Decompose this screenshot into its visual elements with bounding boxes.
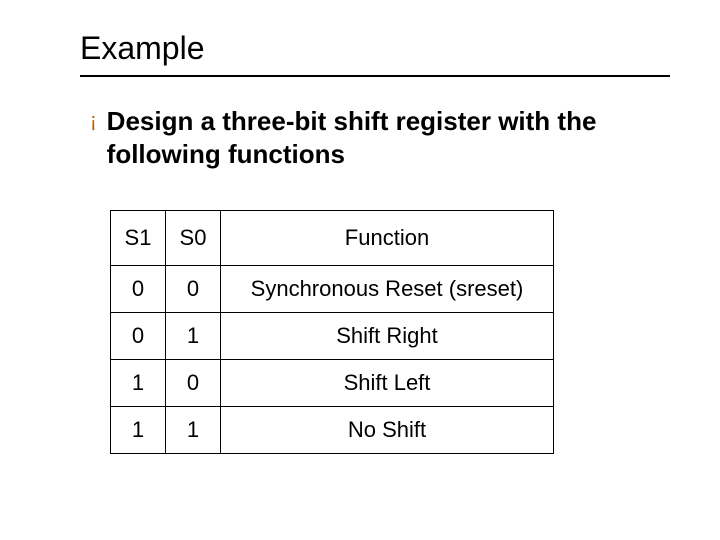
col-header-s0: S0: [166, 211, 221, 266]
cell-s1: 0: [111, 313, 166, 360]
cell-s0: 1: [166, 407, 221, 454]
cell-s1: 1: [111, 360, 166, 407]
col-header-s1: S1: [111, 211, 166, 266]
cell-function: Synchronous Reset (sreset): [221, 266, 554, 313]
title-underline: [80, 75, 670, 77]
cell-s1: 0: [111, 266, 166, 313]
slide: Example ¡ Design a three-bit shift regis…: [0, 0, 720, 540]
table-row: 1 1 No Shift: [111, 407, 554, 454]
slide-title: Example: [80, 30, 670, 67]
bullet-icon: ¡: [90, 107, 97, 135]
table-header-row: S1 S0 Function: [111, 211, 554, 266]
cell-s0: 0: [166, 360, 221, 407]
bullet-item: ¡ Design a three-bit shift register with…: [90, 105, 670, 170]
table-row: 0 0 Synchronous Reset (sreset): [111, 266, 554, 313]
function-table: S1 S0 Function 0 0 Synchronous Reset (sr…: [110, 210, 554, 454]
cell-s0: 0: [166, 266, 221, 313]
cell-function: No Shift: [221, 407, 554, 454]
bullet-text: Design a three-bit shift register with t…: [107, 105, 647, 170]
table-row: 0 1 Shift Right: [111, 313, 554, 360]
cell-function: Shift Left: [221, 360, 554, 407]
col-header-function: Function: [221, 211, 554, 266]
table-row: 1 0 Shift Left: [111, 360, 554, 407]
cell-s0: 1: [166, 313, 221, 360]
cell-s1: 1: [111, 407, 166, 454]
cell-function: Shift Right: [221, 313, 554, 360]
